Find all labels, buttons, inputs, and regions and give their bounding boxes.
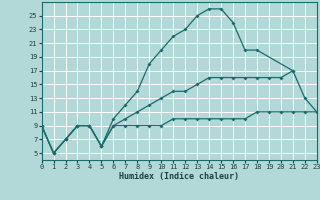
- X-axis label: Humidex (Indice chaleur): Humidex (Indice chaleur): [119, 172, 239, 181]
